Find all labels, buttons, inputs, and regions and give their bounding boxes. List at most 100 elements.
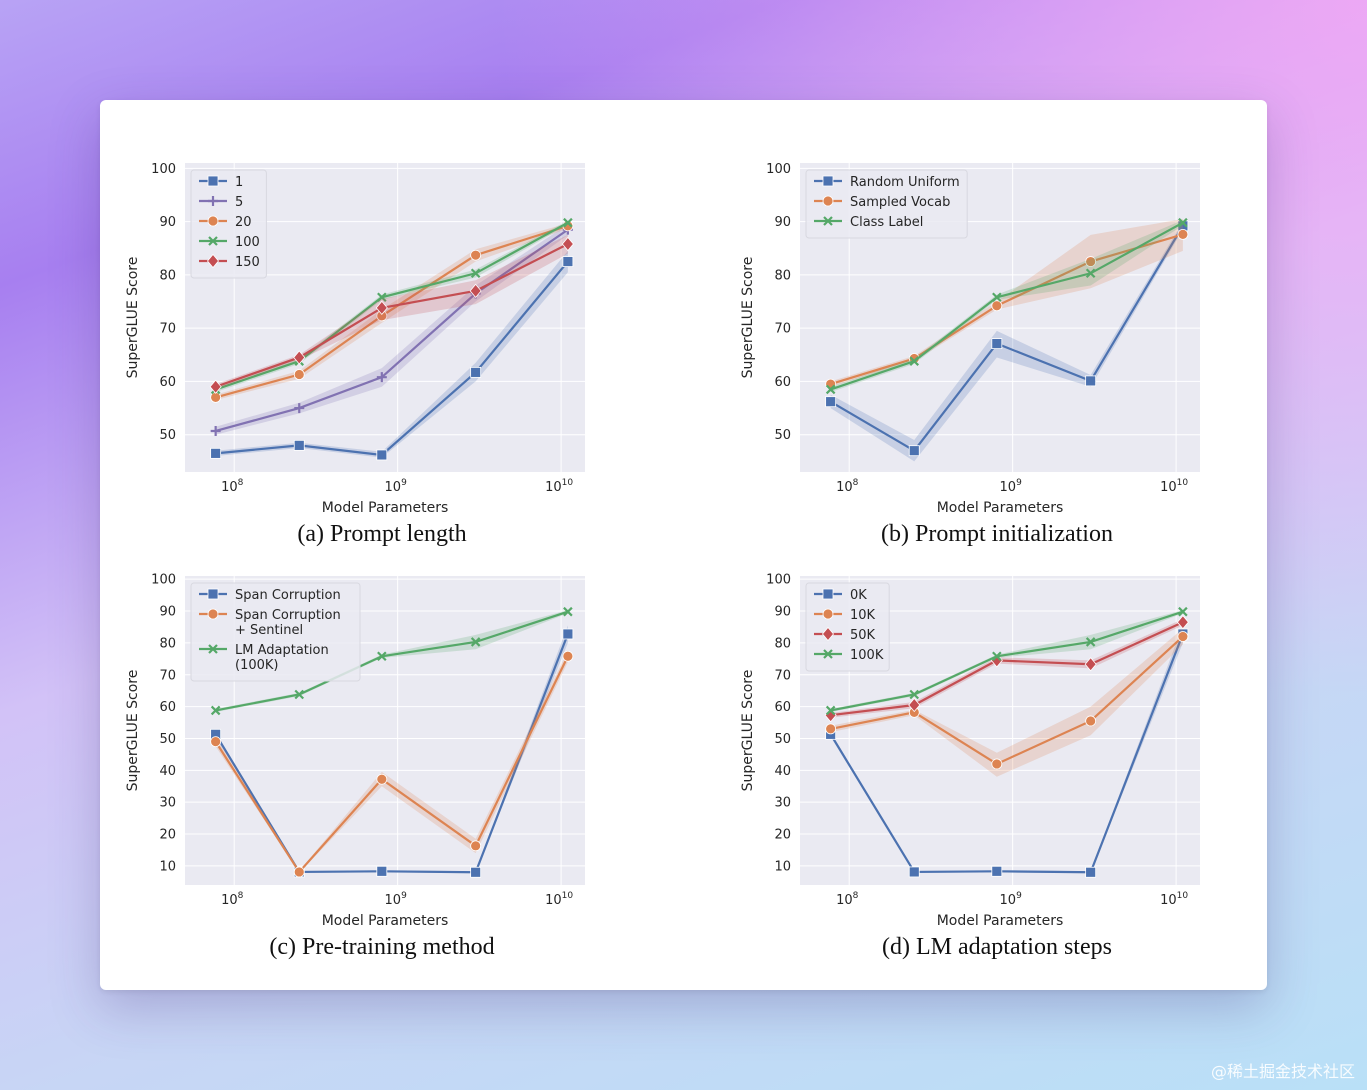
legend-swatch-marker xyxy=(207,588,219,600)
data-point xyxy=(908,445,920,457)
y-tick-label: 10 xyxy=(774,859,791,874)
legend-swatch-marker xyxy=(823,649,833,659)
series-2 xyxy=(210,606,573,716)
series-2 xyxy=(824,615,1189,723)
x-tick-exponent: 9 xyxy=(1016,891,1022,901)
y-tick-label: 10 xyxy=(159,859,176,874)
x-tick-label: 109 xyxy=(1000,891,1023,908)
data-point xyxy=(1177,228,1189,240)
legend-label: 20 xyxy=(235,215,252,230)
data-point xyxy=(210,425,221,436)
data-point xyxy=(1085,866,1097,878)
data-point xyxy=(376,865,388,877)
data-point xyxy=(210,736,222,748)
y-axis-label: SuperGLUE Score xyxy=(740,257,756,379)
data-point xyxy=(563,217,573,228)
x-tick-base: 10 xyxy=(1000,893,1017,908)
legend-label: 150 xyxy=(235,255,260,270)
data-point xyxy=(992,292,1002,303)
x-tick-base: 10 xyxy=(221,480,238,495)
confidence-band xyxy=(215,610,568,713)
legend-label: 1 xyxy=(235,175,243,190)
y-tick-label: 80 xyxy=(159,636,176,651)
y-tick-label: 80 xyxy=(774,636,791,651)
legend-swatch-marker xyxy=(208,644,218,654)
series-2 xyxy=(210,220,574,403)
legend-swatch-marker xyxy=(206,253,220,269)
panel-b: 50 60 70 80 90 100 108 109 1010 Model Parameters S… xyxy=(740,155,1300,555)
legend-item: Span Corruption+ Sentinel xyxy=(199,608,341,638)
legend-box xyxy=(805,169,968,239)
legend: 1 5 20 100 150 xyxy=(190,169,267,279)
data-point xyxy=(377,651,387,662)
data-point xyxy=(293,866,305,878)
series-4 xyxy=(209,234,574,394)
y-tick-label: 90 xyxy=(774,605,791,620)
y-tick-label: 100 xyxy=(766,573,791,588)
y-tick-label: 70 xyxy=(774,668,791,683)
x-tick-label: 108 xyxy=(836,478,859,495)
legend-swatch-marker xyxy=(823,216,833,226)
legend-item: 1 xyxy=(199,175,243,190)
y-tick-label: 70 xyxy=(159,668,176,683)
caption-d: (d) LM adaptation steps xyxy=(882,934,1112,960)
confidence-band xyxy=(830,628,1183,777)
data-point xyxy=(825,384,836,395)
legend-label: Class Label xyxy=(850,215,923,230)
y-axis-label: SuperGLUE Score xyxy=(125,257,141,379)
legend-label: 50K xyxy=(850,628,876,643)
data-point xyxy=(1178,217,1188,228)
series-2 xyxy=(825,217,1188,395)
confidence-band xyxy=(215,223,568,401)
y-tick-label: 60 xyxy=(159,700,176,715)
x-tick-label: 1010 xyxy=(545,478,573,495)
x-tick-label: 108 xyxy=(221,478,244,495)
data-point xyxy=(376,449,388,461)
figure-card: 50 60 70 80 90 100 108 109 1010 Model Parameters S… xyxy=(100,100,1267,990)
data-point xyxy=(1085,375,1097,387)
y-tick-label: 100 xyxy=(766,162,791,177)
data-point xyxy=(294,689,305,700)
data-point xyxy=(210,447,222,459)
legend-item: LM Adaptation(100K) xyxy=(199,643,329,673)
panel-d: 10 20 30 40 50 60 70 80 90 100 108 109 1010 Model Par… xyxy=(740,568,1300,968)
legend-swatch-marker xyxy=(821,626,835,642)
legend-label: Span Corruption xyxy=(235,608,341,623)
legend-swatch-marker xyxy=(207,608,219,620)
legend-item: Span Corruption xyxy=(199,588,341,603)
confidence-band xyxy=(830,220,1183,393)
y-tick-label: 60 xyxy=(159,375,176,390)
legend-swatch-marker xyxy=(208,196,218,206)
data-point xyxy=(1085,256,1097,267)
x-tick-label: 109 xyxy=(385,891,408,908)
data-point xyxy=(470,637,481,647)
data-point xyxy=(563,606,573,617)
data-point xyxy=(470,840,482,852)
data-point xyxy=(909,689,920,700)
data-point xyxy=(562,256,574,267)
y-tick-label: 70 xyxy=(159,322,176,337)
x-tick-label: 1010 xyxy=(545,891,573,908)
y-tick-label: 90 xyxy=(774,215,791,230)
data-point xyxy=(376,372,387,383)
data-point xyxy=(294,403,305,414)
y-tick-label: 80 xyxy=(774,268,791,283)
x-tick-base: 10 xyxy=(545,480,562,495)
series-1 xyxy=(825,218,1189,390)
x-tick-exponent: 8 xyxy=(853,891,859,901)
legend-label: Random Uniform xyxy=(850,175,960,190)
legend-label: (100K) xyxy=(235,658,278,673)
x-axis-label: Model Parameters xyxy=(322,500,449,516)
x-axis-label: Model Parameters xyxy=(937,500,1064,516)
x-tick-label: 109 xyxy=(385,478,408,495)
y-tick-label: 70 xyxy=(774,322,791,337)
x-tick-base: 10 xyxy=(221,893,238,908)
legend-label: 10K xyxy=(850,608,876,623)
legend: Random Uniform Sampled Vocab Class Label xyxy=(805,169,968,239)
legend-label: 0K xyxy=(850,588,867,603)
y-axis-label: SuperGLUE Score xyxy=(125,670,141,792)
data-point xyxy=(293,350,306,365)
data-point xyxy=(1176,615,1189,630)
x-tick-base: 10 xyxy=(1000,480,1017,495)
